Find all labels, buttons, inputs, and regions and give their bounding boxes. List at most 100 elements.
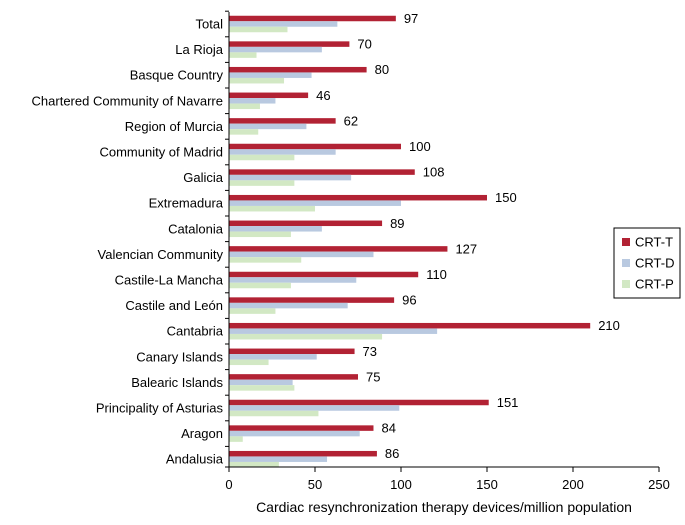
bar-crt-d-chartered-community-of-navarre — [229, 98, 276, 104]
bar-crt-d-cantabria — [229, 328, 438, 334]
legend: CRT-T CRT-D CRT-P — [613, 227, 681, 299]
bar-crt-d-castile-and-le-n — [229, 302, 348, 309]
bar-crt-t-valencian-community — [229, 246, 448, 252]
bar-crt-t-galicia — [229, 169, 415, 175]
bar-crt-p-principality-of-asturias — [229, 410, 319, 417]
bar-crt-t-aragon — [229, 425, 374, 431]
category-label-cantabria: Cantabria — [167, 324, 224, 339]
legend-swatch-crt-t — [622, 238, 630, 246]
category-label-castile-la-mancha: Castile-La Mancha — [115, 273, 224, 288]
x-tick-label: 0 — [225, 477, 232, 492]
x-tick-label: 200 — [562, 477, 584, 492]
bar-crt-t-community-of-madrid — [229, 143, 401, 150]
labels-layer: Total 97 La Rioja 70 Basque Country 80 Charter… — [32, 11, 670, 492]
bar-crt-p-balearic-islands — [229, 385, 295, 391]
data-label-la-rioja: 70 — [357, 37, 371, 52]
x-tick-label: 50 — [308, 477, 322, 492]
bar-crt-d-basque-country — [229, 72, 312, 78]
data-label-principality-of-asturias: 151 — [497, 395, 519, 410]
data-label-canary-islands: 73 — [363, 344, 377, 359]
bar-crt-t-balearic-islands — [229, 374, 358, 380]
bar-crt-p-catalonia — [229, 231, 291, 238]
category-label-castile-and-le-n: Castile and León — [125, 298, 223, 313]
bar-crt-t-andalusia — [229, 450, 377, 457]
bar-crt-p-andalusia — [229, 461, 279, 468]
data-label-castile-la-mancha: 110 — [426, 267, 447, 282]
data-label-castile-and-le-n: 96 — [402, 293, 416, 308]
bar-crt-p-castile-and-le-n — [229, 308, 276, 314]
bar-crt-t-extremadura — [229, 194, 487, 201]
bar-crt-d-balearic-islands — [229, 379, 293, 386]
bar-crt-t-basque-country — [229, 66, 367, 73]
bar-crt-d-canary-islands — [229, 354, 317, 360]
bar-crt-d-region-of-murcia — [229, 123, 307, 130]
data-label-cantabria: 210 — [598, 318, 620, 333]
bar-crt-p-galicia — [229, 180, 295, 186]
legend-swatch-crt-p — [622, 280, 630, 288]
category-label-catalonia: Catalonia — [168, 221, 224, 236]
category-label-community-of-madrid: Community of Madrid — [99, 145, 223, 160]
bars-layer — [229, 15, 591, 468]
bar-crt-p-canary-islands — [229, 359, 269, 366]
legend-label-crt-p: CRT-P — [635, 277, 674, 292]
x-tick-label: 250 — [648, 477, 670, 492]
bar-crt-p-basque-country — [229, 77, 285, 84]
bar-crt-t-principality-of-asturias — [229, 399, 489, 406]
bar-crt-d-total — [229, 21, 338, 27]
category-label-galicia: Galicia — [183, 170, 224, 185]
legend-swatch-crt-d — [622, 259, 630, 267]
bar-crt-d-castile-la-mancha — [229, 277, 357, 283]
data-label-valencian-community: 127 — [455, 241, 477, 256]
bar-crt-t-total — [229, 15, 396, 22]
data-label-catalonia: 89 — [390, 216, 404, 231]
bar-crt-p-la-rioja — [229, 52, 257, 58]
data-label-aragon: 84 — [381, 421, 395, 436]
bar-crt-d-catalonia — [229, 226, 322, 232]
bar-crt-p-region-of-murcia — [229, 129, 259, 135]
legend-label-crt-d: CRT-D — [635, 256, 674, 271]
x-tick-label: 150 — [476, 477, 498, 492]
bar-crt-t-cantabria — [229, 322, 591, 329]
bar-crt-d-extremadura — [229, 200, 401, 206]
legend-label-crt-t: CRT-T — [635, 235, 673, 250]
data-label-region-of-murcia: 62 — [344, 113, 358, 128]
data-label-extremadura: 150 — [495, 190, 517, 205]
category-label-la-rioja: La Rioja — [175, 42, 223, 57]
data-label-chartered-community-of-navarre: 46 — [316, 88, 330, 103]
category-label-andalusia: Andalusia — [166, 452, 224, 467]
category-label-principality-of-asturias: Principality of Asturias — [96, 401, 224, 416]
category-label-valencian-community: Valencian Community — [98, 247, 224, 262]
bar-crt-d-principality-of-asturias — [229, 405, 400, 411]
bar-crt-p-valencian-community — [229, 257, 302, 263]
bar-crt-d-andalusia — [229, 456, 328, 462]
bar-crt-p-community-of-madrid — [229, 154, 295, 161]
bar-crt-t-castile-and-le-n — [229, 297, 395, 303]
category-label-balearic-islands: Balearic Islands — [131, 375, 223, 390]
bar-crt-t-castile-la-mancha — [229, 271, 419, 278]
bar-crt-p-extremadura — [229, 205, 315, 212]
category-label-total: Total — [196, 17, 224, 32]
data-label-balearic-islands: 75 — [366, 369, 380, 384]
category-label-extremadura: Extremadura — [149, 196, 224, 211]
bar-crt-t-canary-islands — [229, 348, 355, 355]
data-label-andalusia: 86 — [385, 446, 399, 461]
bar-crt-d-aragon — [229, 430, 360, 437]
bar-crt-p-chartered-community-of-navarre — [229, 103, 260, 110]
x-tick-label: 100 — [390, 477, 412, 492]
bar-crt-t-la-rioja — [229, 41, 350, 47]
bar-crt-d-community-of-madrid — [229, 149, 336, 155]
bar-crt-p-aragon — [229, 436, 243, 442]
bar-crt-p-total — [229, 26, 288, 33]
category-label-aragon: Aragon — [181, 426, 223, 441]
bar-crt-t-region-of-murcia — [229, 118, 336, 124]
bar-crt-d-valencian-community — [229, 251, 374, 258]
data-label-community-of-madrid: 100 — [409, 139, 431, 154]
category-label-region-of-murcia: Region of Murcia — [125, 119, 224, 134]
category-label-basque-country: Basque Country — [130, 68, 224, 83]
data-label-basque-country: 80 — [375, 62, 389, 77]
data-label-total: 97 — [404, 11, 418, 26]
data-label-galicia: 108 — [423, 165, 445, 180]
bar-crt-t-chartered-community-of-navarre — [229, 92, 309, 99]
